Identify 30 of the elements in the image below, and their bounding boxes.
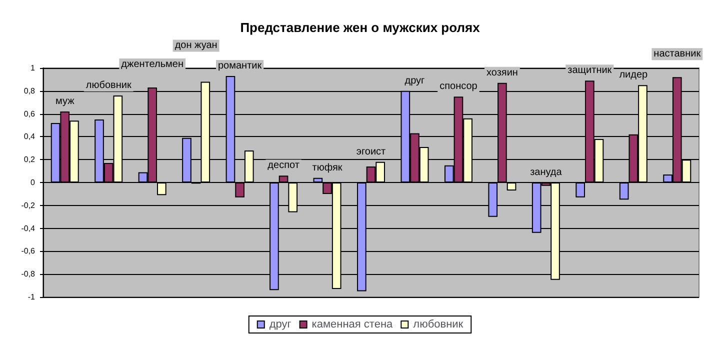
y-tick-label: -0,2 [21, 200, 36, 210]
x-tick-label: джентельмен [121, 58, 184, 70]
y-tick-label: 0 [30, 178, 36, 187]
x-tick-label: наставник [654, 48, 702, 60]
x-tick-label: любовник [86, 80, 132, 91]
x-tick-label: хозяин [486, 67, 518, 78]
y-tick-label: 0,6 [24, 109, 36, 118]
x-tick-label: друг [404, 75, 426, 86]
x-tick-label: защитник [568, 65, 612, 76]
x-tick-label: спонсор [440, 81, 478, 92]
y-tick-label: -0,6 [21, 246, 36, 256]
y-tick-label: -0,8 [21, 270, 36, 279]
chart-title: Представление жен о мужских ролях [240, 20, 481, 35]
x-tick-label: деспот [268, 160, 300, 172]
y-tick-label: -0,4 [21, 224, 36, 233]
x-tick-label: тюфяк [312, 162, 343, 174]
x-tick-label: эгоист [356, 146, 386, 158]
x-tick-label: зануда [530, 167, 562, 178]
x-tick-label: романтик [218, 60, 262, 72]
legend-label: каменная стена [312, 318, 394, 330]
x-tick-label: лидер [619, 70, 648, 81]
x-tick-label: муж [55, 96, 75, 108]
legend-label: друг [269, 318, 292, 330]
y-tick-label: 0,2 [24, 155, 36, 164]
x-tick-label: дон жуан [174, 40, 218, 52]
legend-label: любовник [413, 318, 464, 330]
y-tick-label: 0,8 [24, 86, 36, 96]
y-tick-label: 0,4 [24, 132, 36, 142]
y-tick-label: 1 [30, 64, 36, 72]
y-tick-label: -1 [28, 292, 36, 302]
